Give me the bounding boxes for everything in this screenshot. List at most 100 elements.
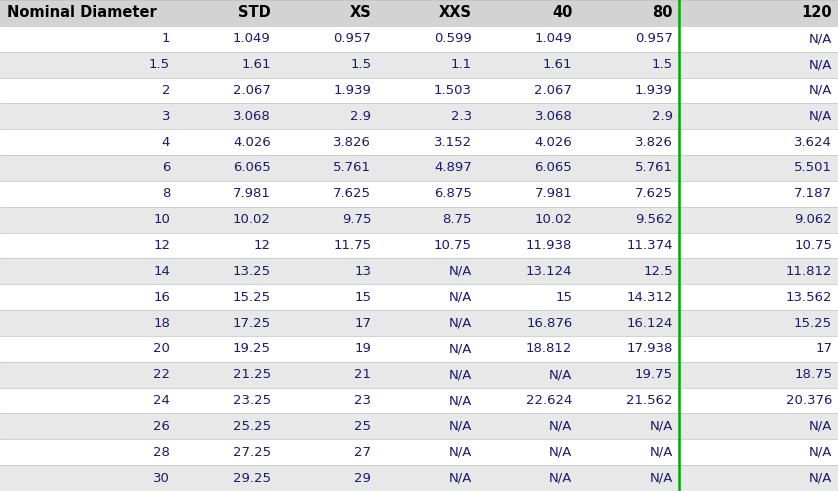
Text: 30: 30: [153, 471, 170, 485]
Text: 1.939: 1.939: [635, 84, 673, 97]
Bar: [578, 155, 679, 181]
Bar: [176, 336, 277, 362]
Bar: [679, 0, 838, 26]
Text: 2.067: 2.067: [535, 84, 572, 97]
Text: 11.938: 11.938: [526, 239, 572, 252]
Bar: [478, 207, 578, 233]
Bar: [679, 362, 838, 387]
Bar: [277, 52, 377, 78]
Bar: [679, 181, 838, 207]
Bar: [277, 284, 377, 310]
Bar: [478, 129, 578, 155]
Bar: [277, 258, 377, 284]
Text: 7.981: 7.981: [233, 187, 271, 200]
Bar: [176, 233, 277, 258]
Text: 7.625: 7.625: [334, 187, 371, 200]
Bar: [478, 104, 578, 129]
Text: 3.068: 3.068: [535, 110, 572, 123]
Bar: [679, 26, 838, 52]
Bar: [277, 0, 377, 26]
Text: 22.624: 22.624: [526, 394, 572, 407]
Text: N/A: N/A: [448, 291, 472, 304]
Text: N/A: N/A: [809, 110, 832, 123]
Bar: [478, 26, 578, 52]
Bar: [377, 439, 478, 465]
Bar: [0, 439, 176, 465]
Bar: [277, 439, 377, 465]
Bar: [377, 181, 478, 207]
Bar: [377, 155, 478, 181]
Bar: [0, 387, 176, 413]
Bar: [578, 310, 679, 336]
Text: 21: 21: [354, 368, 371, 381]
Text: N/A: N/A: [448, 446, 472, 459]
Bar: [0, 258, 176, 284]
Bar: [679, 413, 838, 439]
Bar: [578, 362, 679, 387]
Bar: [176, 104, 277, 129]
Bar: [578, 413, 679, 439]
Text: 12: 12: [153, 239, 170, 252]
Text: 20.376: 20.376: [786, 394, 832, 407]
Text: 8: 8: [162, 187, 170, 200]
Bar: [176, 78, 277, 104]
Text: 25: 25: [354, 420, 371, 433]
Text: 1.503: 1.503: [434, 84, 472, 97]
Text: 1.5: 1.5: [149, 58, 170, 71]
Text: 15: 15: [354, 291, 371, 304]
Bar: [679, 129, 838, 155]
Text: 2.067: 2.067: [233, 84, 271, 97]
Text: 2: 2: [162, 84, 170, 97]
Text: 20: 20: [153, 342, 170, 355]
Text: 24: 24: [153, 394, 170, 407]
Bar: [679, 233, 838, 258]
Bar: [176, 26, 277, 52]
Text: 17.938: 17.938: [627, 342, 673, 355]
Bar: [377, 336, 478, 362]
Text: 15: 15: [556, 291, 572, 304]
Text: 29: 29: [354, 471, 371, 485]
Bar: [176, 413, 277, 439]
Bar: [0, 52, 176, 78]
Text: N/A: N/A: [448, 265, 472, 278]
Bar: [478, 362, 578, 387]
Bar: [478, 155, 578, 181]
Text: 5.761: 5.761: [334, 162, 371, 174]
Text: N/A: N/A: [448, 317, 472, 329]
Bar: [176, 52, 277, 78]
Bar: [377, 26, 478, 52]
Bar: [277, 362, 377, 387]
Text: 9.562: 9.562: [635, 213, 673, 226]
Text: 17: 17: [354, 317, 371, 329]
Text: N/A: N/A: [549, 420, 572, 433]
Bar: [277, 207, 377, 233]
Bar: [176, 155, 277, 181]
Text: 8.75: 8.75: [442, 213, 472, 226]
Bar: [0, 413, 176, 439]
Text: XS: XS: [349, 5, 371, 21]
Bar: [0, 336, 176, 362]
Text: 10.02: 10.02: [535, 213, 572, 226]
Text: 0.957: 0.957: [635, 32, 673, 45]
Bar: [377, 129, 478, 155]
Bar: [377, 104, 478, 129]
Bar: [679, 207, 838, 233]
Text: 18: 18: [153, 317, 170, 329]
Bar: [277, 129, 377, 155]
Bar: [679, 465, 838, 491]
Bar: [679, 439, 838, 465]
Bar: [679, 78, 838, 104]
Text: 10.75: 10.75: [434, 239, 472, 252]
Text: 18.812: 18.812: [526, 342, 572, 355]
Text: 3: 3: [162, 110, 170, 123]
Bar: [578, 0, 679, 26]
Text: 1.61: 1.61: [241, 58, 271, 71]
Bar: [578, 26, 679, 52]
Bar: [377, 284, 478, 310]
Text: N/A: N/A: [448, 394, 472, 407]
Bar: [176, 258, 277, 284]
Text: 2.3: 2.3: [451, 110, 472, 123]
Text: 13.562: 13.562: [786, 291, 832, 304]
Bar: [578, 258, 679, 284]
Bar: [176, 387, 277, 413]
